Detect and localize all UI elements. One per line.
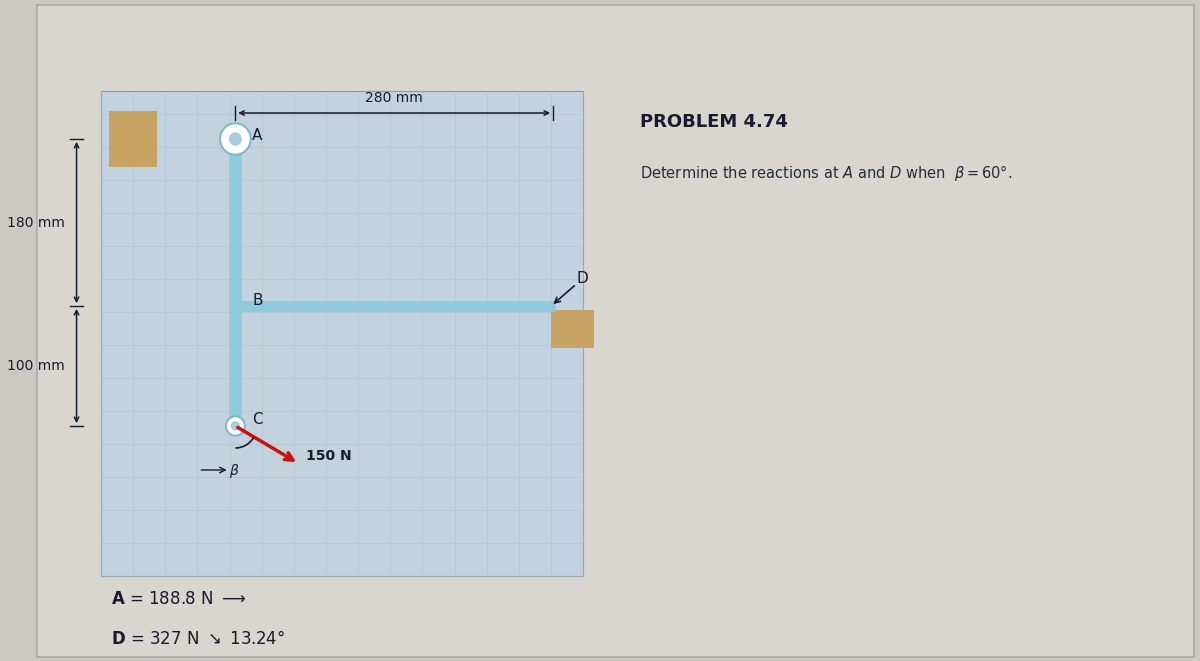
- Text: $\mathbf{A}$ = 188.8 N $\longrightarrow$: $\mathbf{A}$ = 188.8 N $\longrightarrow$: [110, 590, 246, 608]
- Text: C: C: [252, 412, 263, 428]
- Text: 180 mm: 180 mm: [7, 215, 65, 229]
- Circle shape: [222, 125, 250, 153]
- Text: β: β: [229, 464, 238, 478]
- Circle shape: [226, 416, 245, 436]
- Text: A: A: [252, 128, 263, 143]
- FancyBboxPatch shape: [36, 5, 1194, 657]
- FancyBboxPatch shape: [551, 310, 594, 348]
- Circle shape: [229, 133, 241, 145]
- Circle shape: [220, 123, 251, 155]
- Text: D: D: [576, 270, 588, 286]
- Circle shape: [232, 422, 239, 430]
- Text: B: B: [253, 293, 264, 307]
- Text: Determine the reactions at $A$ and $D$ when  $\beta = 60°$.: Determine the reactions at $A$ and $D$ w…: [640, 163, 1012, 183]
- Circle shape: [228, 418, 244, 434]
- Text: PROBLEM 4.74: PROBLEM 4.74: [640, 113, 787, 131]
- Text: $\mathbf{D}$ = 327 N $\searrow$ 13.24°: $\mathbf{D}$ = 327 N $\searrow$ 13.24°: [110, 630, 284, 648]
- Text: 150 N: 150 N: [306, 449, 352, 463]
- Text: 280 mm: 280 mm: [365, 91, 424, 105]
- FancyBboxPatch shape: [109, 111, 157, 167]
- Text: 100 mm: 100 mm: [7, 359, 65, 373]
- FancyBboxPatch shape: [101, 91, 583, 576]
